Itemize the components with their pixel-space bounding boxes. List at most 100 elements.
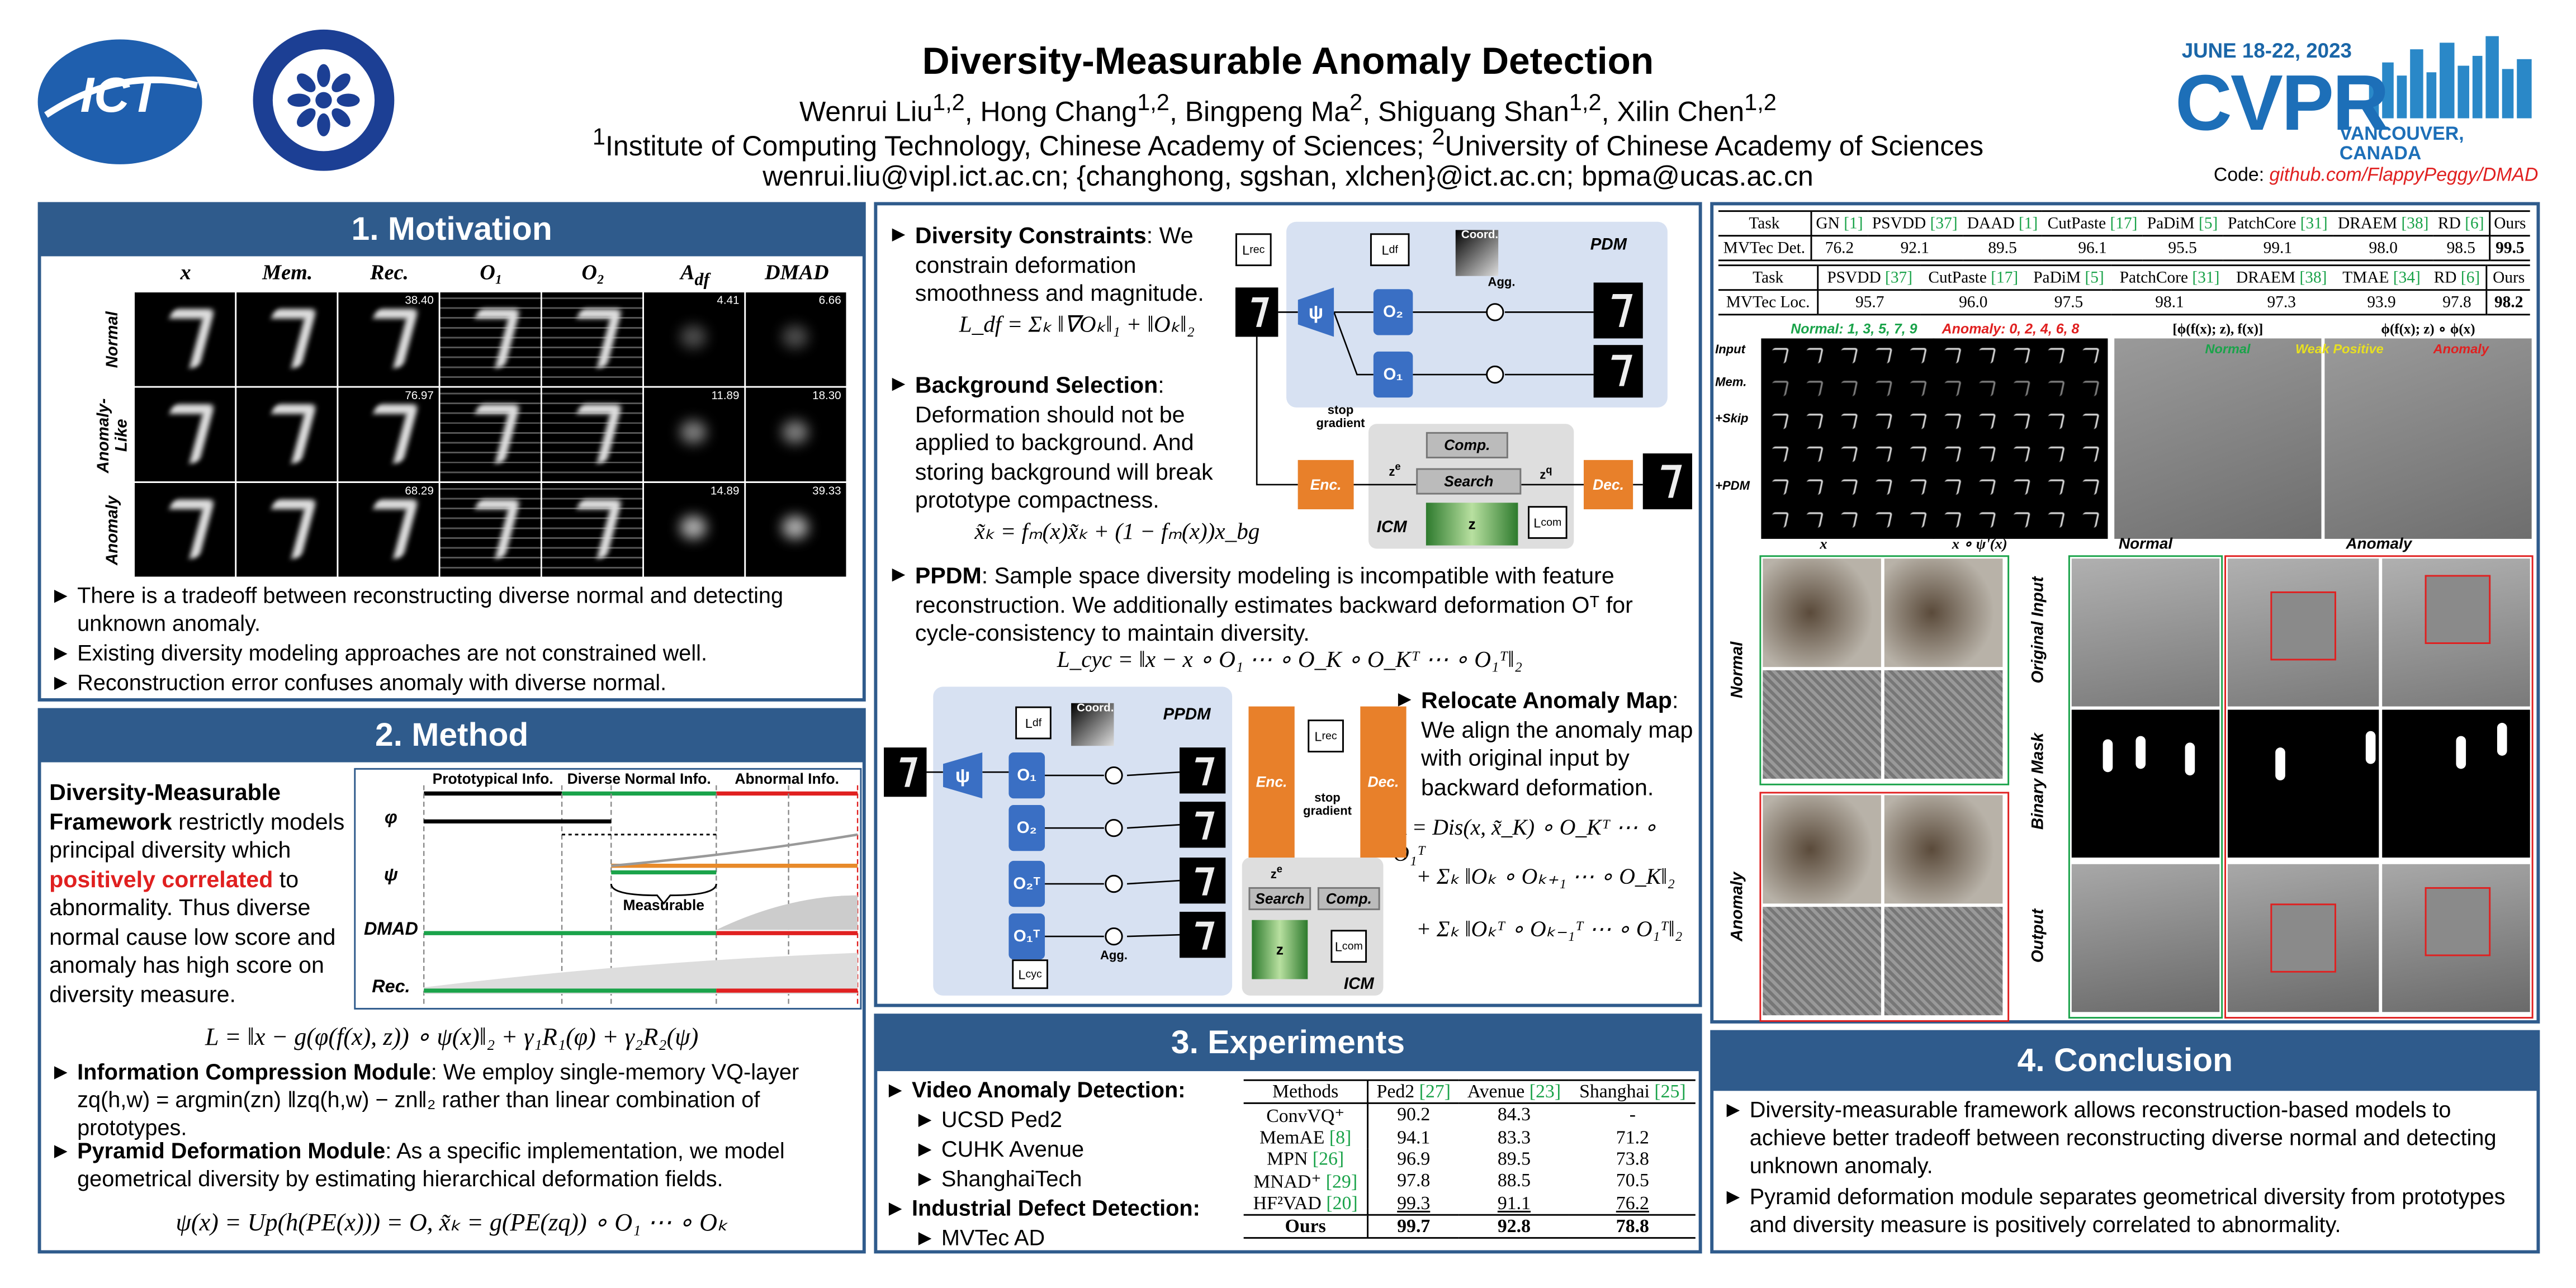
digit-image	[1642, 453, 1692, 510]
table-cell: 96.0	[1959, 293, 1988, 311]
bullet-marker	[918, 1143, 932, 1157]
digit-cell	[2045, 479, 2065, 495]
texture-group	[1759, 555, 2010, 785]
anomaly-blob	[680, 515, 707, 539]
pdm-label: PDM	[1590, 236, 1627, 255]
result-image	[338, 292, 439, 386]
label-base: L	[1334, 939, 1342, 954]
digit-caption: x ∘ ψ'(x)	[1952, 536, 2007, 552]
code-label: Code:	[2213, 165, 2270, 186]
digit-cell	[1873, 381, 1893, 396]
digit-cell	[2045, 348, 2065, 363]
digit-image	[1180, 802, 1226, 848]
rec-band	[424, 953, 858, 994]
digit-cell	[1907, 512, 1928, 528]
table-header: Ped2 [27]	[1368, 1080, 1459, 1104]
table-cell: 95.5	[2168, 239, 2197, 257]
table-header: DAAD [1]	[1962, 211, 2043, 237]
digit-cell	[1942, 381, 1962, 396]
bullet: Pyramid Deformation Module: As a specifi…	[49, 1139, 858, 1194]
result-image	[134, 483, 235, 577]
digit-cell	[2011, 446, 2031, 462]
table-header: PaDiM [5]	[2026, 265, 2111, 291]
input-label: +PDM	[1715, 478, 1750, 493]
skyline	[2426, 72, 2437, 119]
author: , Bingpeng Ma	[1169, 96, 1350, 128]
digit-stroke	[1190, 756, 1216, 784]
label-sub: df	[1032, 717, 1042, 729]
table-cell: MemAE [8]	[1243, 1127, 1369, 1149]
arrow	[1126, 771, 1180, 776]
video-header: ϕ(f(x); z) ∘ ϕ(x)	[2381, 320, 2475, 337]
bullet-marker	[1398, 693, 1412, 707]
digit-cell	[1942, 414, 1962, 429]
column-header: Rec.	[370, 259, 409, 285]
ped-row-label: Output	[2029, 909, 2048, 964]
bullet-text: Existing diversity modeling approaches a…	[77, 641, 708, 666]
cas-petal	[297, 108, 316, 127]
label-sup: q	[1546, 465, 1552, 477]
ped-row-label: Binary Mask	[2029, 733, 2048, 831]
digit-cell	[2011, 381, 2031, 396]
texture-image	[1884, 907, 2003, 1016]
label-sup: e	[1276, 864, 1283, 876]
skyline	[2472, 55, 2483, 119]
bullet-text: : We align the anomaly map with original…	[1421, 686, 1693, 799]
skyline	[2440, 42, 2455, 119]
table-row: Task PSVDD [37] CutPaste [17] PaDiM [5] Patc…	[1718, 265, 2530, 291]
bullet-marker	[918, 1114, 932, 1128]
cas-petal	[332, 73, 351, 92]
digit-cell	[1976, 348, 1996, 363]
table-cell: 88.5	[1497, 1171, 1531, 1191]
diagram-frame	[354, 768, 862, 1010]
bullet-lead: Pyramid Deformation Module	[77, 1138, 386, 1163]
table-row: Task GN [1] PSVDD [37] DAAD [1] CutPaste [17…	[1718, 211, 2530, 237]
label-base: L	[1025, 715, 1033, 731]
equation: L_df = Σₖ ‖∇Oₖ‖₁ + ‖Oₖ‖₂	[959, 314, 1195, 339]
diagram-row-label: Rec.	[372, 977, 410, 997]
input-label: +Skip	[1715, 410, 1749, 426]
pdm-label: stop gradient	[1316, 402, 1365, 430]
citation: [38]	[2401, 214, 2429, 233]
digit-cell	[2011, 414, 2031, 429]
brace-label: Measurable	[623, 897, 705, 913]
table-cell: 96.1	[2078, 239, 2107, 257]
digit-cell	[1873, 512, 1893, 528]
pdm-label: Search	[1416, 468, 1522, 495]
digit-stroke	[1190, 811, 1216, 839]
table-cell: 99.3	[1397, 1194, 1431, 1214]
table-cell: 78.8	[1569, 1214, 1696, 1238]
bullet-lead: Information Compression Module	[77, 1059, 431, 1085]
citation: [1]	[2019, 214, 2038, 233]
group-name: Industrial Defect Detection:	[912, 1196, 1200, 1221]
ppdm-label: stop gradient	[1303, 790, 1352, 818]
pdm-label: z	[1426, 503, 1518, 546]
digit-cell	[1907, 414, 1928, 429]
authors: Wenrui Liu1,2, Hong Chang1,2, Bingpeng M…	[575, 91, 2001, 128]
citation: [27]	[1419, 1082, 1451, 1102]
digit-cell	[1838, 479, 1858, 495]
ppdm-label: O₂ᵀ	[1008, 860, 1045, 907]
result-image	[746, 387, 846, 482]
bullet-lead: Diversity Constraints	[915, 221, 1147, 248]
digit-stroke	[156, 309, 215, 368]
bullet-text: Diversity-measurable framework allows re…	[1749, 1097, 2497, 1178]
table-cell: 99.7	[1368, 1214, 1459, 1238]
intro-text: restrictly models principal diversity wh…	[49, 807, 345, 863]
score: 18.30	[812, 391, 841, 403]
label-sub: cyc	[1025, 968, 1042, 980]
score: 76.97	[405, 391, 434, 403]
digit-cell	[1907, 348, 1928, 363]
digit-cell	[2080, 381, 2100, 396]
digit-cell	[1976, 446, 1996, 462]
citation: [5]	[2199, 214, 2218, 233]
legend-anomaly: Anomaly: 0, 2, 4, 6, 8	[1942, 320, 2080, 337]
ped-group	[2068, 555, 2223, 1019]
ppdm-label: PPDM	[1163, 706, 1211, 725]
table-cell: MNAD⁺ [29]	[1243, 1169, 1369, 1193]
table-cell: 91.1	[1497, 1194, 1531, 1214]
